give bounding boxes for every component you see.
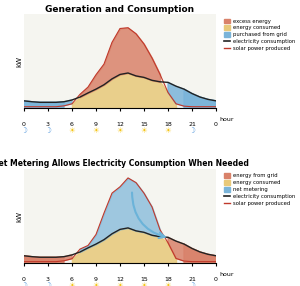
Text: hour: hour <box>220 117 234 122</box>
Text: ☀: ☀ <box>117 126 123 135</box>
Y-axis label: kW: kW <box>16 211 22 222</box>
Text: ☀: ☀ <box>69 281 75 286</box>
Text: ☽: ☽ <box>189 126 195 135</box>
Legend: excess energy, energy consumed, purchased from grid, electricity consumption, so: excess energy, energy consumed, purchase… <box>223 17 296 53</box>
Text: ☽: ☽ <box>189 281 195 286</box>
Text: ☽: ☽ <box>45 281 51 286</box>
Text: ☀: ☀ <box>93 126 99 135</box>
Text: ☽: ☽ <box>45 126 51 135</box>
Text: ☀: ☀ <box>69 126 75 135</box>
Title: Net Metering Allows Electricity Consumption When Needed: Net Metering Allows Electricity Consumpt… <box>0 160 248 168</box>
Text: ☀: ☀ <box>117 281 123 286</box>
Text: ☀: ☀ <box>141 281 147 286</box>
Text: ☀: ☀ <box>165 281 171 286</box>
Text: ☽: ☽ <box>21 281 27 286</box>
Y-axis label: kW: kW <box>16 56 22 67</box>
Title: Generation and Consumption: Generation and Consumption <box>45 5 195 13</box>
Text: ☀: ☀ <box>93 281 99 286</box>
Text: hour: hour <box>220 272 234 277</box>
Legend: energy from grid, energy consumed, net metering, electricity consumption, solar : energy from grid, energy consumed, net m… <box>223 172 296 207</box>
Text: ☀: ☀ <box>165 126 171 135</box>
Text: ☽: ☽ <box>21 126 27 135</box>
Text: ☀: ☀ <box>141 126 147 135</box>
